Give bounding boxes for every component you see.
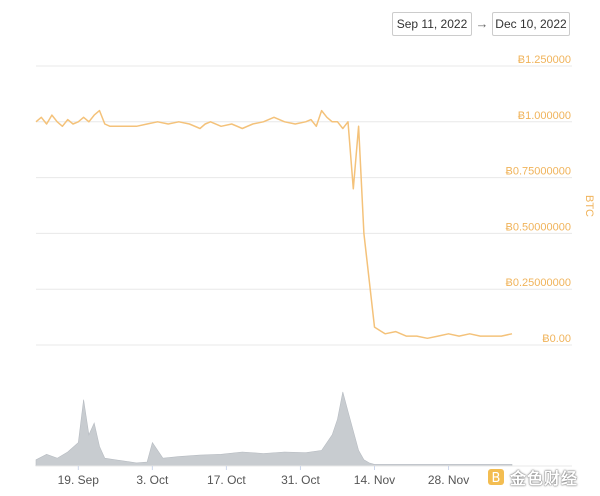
y-tick-label: Ƀ1.250000	[518, 54, 571, 66]
y-tick-label: Ƀ0.00	[542, 333, 571, 345]
x-tick-label: 19. Sep	[58, 473, 100, 487]
watermark: B 金色财经	[486, 464, 596, 490]
x-tick-label: 31. Oct	[281, 473, 320, 487]
volume-area	[35, 391, 513, 467]
price-line	[35, 109, 513, 340]
y-axis-title: BTC	[583, 195, 595, 217]
y-tick-label: Ƀ0.25000000	[506, 277, 571, 289]
arrow-right-icon: →	[475, 16, 489, 31]
y-tick-label: Ƀ1.000000	[518, 110, 571, 122]
y-tick-label: Ƀ0.50000000	[506, 221, 571, 233]
x-tick-label: 28. Nov	[428, 473, 469, 487]
x-tick-label: 17. Oct	[207, 473, 246, 487]
x-tick-label: 3. Oct	[136, 473, 169, 487]
svg-text:B: B	[492, 471, 501, 486]
x-tick-label: 14. Nov	[354, 473, 395, 487]
watermark-text: 金色财经	[510, 471, 579, 488]
y-tick-label: Ƀ0.75000000	[506, 166, 571, 178]
date-from-input[interactable]: Sep 11, 2022	[392, 12, 472, 36]
date-to-input[interactable]: Dec 10, 2022	[492, 12, 570, 36]
coin-logo-icon: B	[488, 469, 504, 486]
